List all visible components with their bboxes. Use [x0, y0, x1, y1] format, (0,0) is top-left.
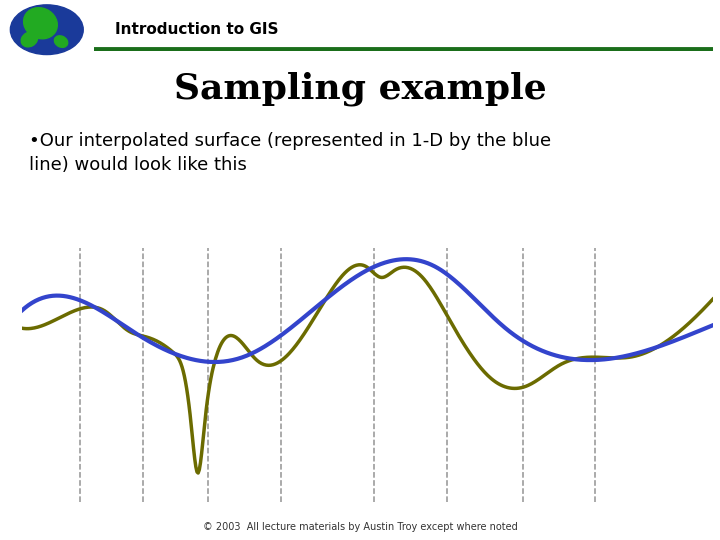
Ellipse shape: [55, 36, 68, 48]
Text: Sampling example: Sampling example: [174, 72, 546, 106]
Text: © 2003  All lecture materials by Austin Troy except where noted: © 2003 All lecture materials by Austin T…: [202, 522, 518, 532]
Ellipse shape: [21, 32, 37, 47]
Text: •Our interpolated surface (represented in 1-D by the blue
line) would look like : •Our interpolated surface (represented i…: [29, 132, 551, 174]
Ellipse shape: [24, 8, 58, 39]
Circle shape: [10, 5, 84, 55]
Text: Introduction to GIS: Introduction to GIS: [115, 22, 279, 37]
